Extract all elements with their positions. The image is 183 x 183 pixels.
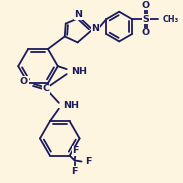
Text: F: F xyxy=(85,157,92,166)
Text: C: C xyxy=(42,84,49,94)
Text: N: N xyxy=(92,24,99,33)
Text: O: O xyxy=(142,1,150,10)
Text: N: N xyxy=(75,10,83,19)
Text: S: S xyxy=(143,15,149,24)
Text: F: F xyxy=(71,167,78,176)
Text: O: O xyxy=(20,76,28,85)
Text: NH: NH xyxy=(71,67,87,76)
Text: NH: NH xyxy=(63,101,79,110)
Text: F: F xyxy=(72,146,79,155)
Text: O: O xyxy=(142,29,150,38)
Text: CH₃: CH₃ xyxy=(163,15,179,24)
